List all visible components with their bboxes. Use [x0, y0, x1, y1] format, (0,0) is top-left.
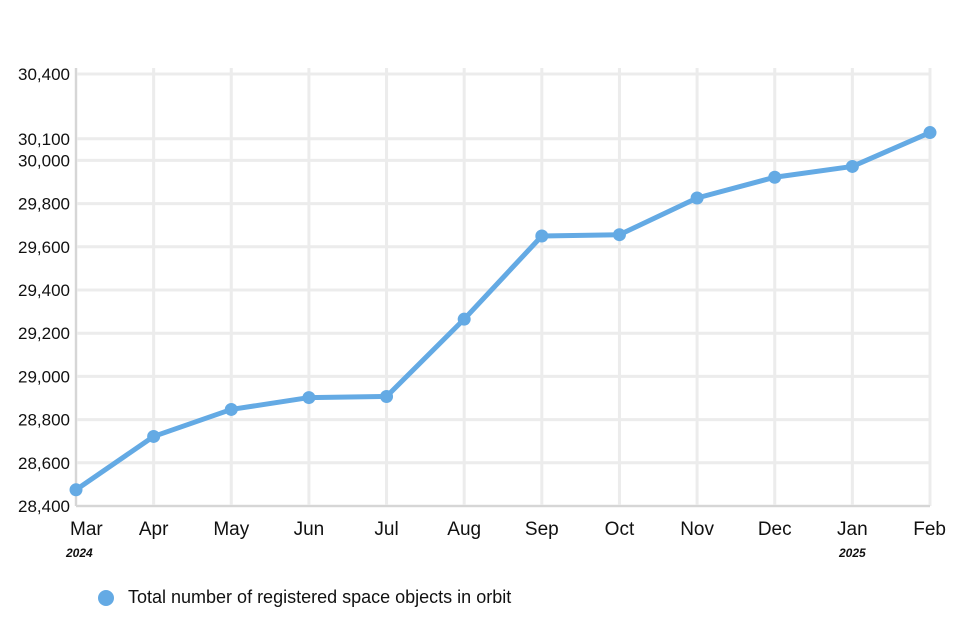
grid-layer	[74, 68, 932, 508]
x-tick-label: Sep	[525, 519, 559, 540]
data-point	[302, 391, 316, 405]
series-line	[73, 130, 933, 493]
y-tick-label: 29,600	[18, 238, 70, 257]
data-point	[768, 170, 782, 184]
legend-swatch-icon	[98, 589, 114, 606]
x-tick-label: Jun	[294, 519, 325, 540]
x-tick-label: Oct	[605, 519, 635, 540]
legend: Total number of registered space objects…	[98, 587, 511, 608]
data-point	[457, 312, 471, 326]
x-year-label: 2024	[65, 546, 93, 560]
x-tick-label: Aug	[447, 519, 481, 540]
x-tick-label: Jan	[837, 519, 868, 540]
data-point	[380, 389, 394, 403]
x-tick-label: Feb	[913, 519, 946, 540]
y-tick-label: 30,100	[18, 130, 70, 149]
y-tick-label: 30,000	[18, 151, 70, 170]
data-point	[69, 483, 83, 497]
y-tick-label: 29,200	[18, 324, 70, 343]
x-tick-label: Nov	[680, 519, 714, 540]
x-tick-label: Mar	[70, 519, 103, 540]
y-tick-label: 28,400	[18, 497, 70, 516]
y-tick-label: 28,600	[18, 454, 70, 473]
data-point	[690, 191, 704, 205]
x-tick-label: May	[213, 519, 249, 540]
y-tick-label: 29,800	[18, 195, 70, 214]
series-layer	[69, 126, 937, 497]
data-point	[923, 126, 937, 140]
legend-label: Total number of registered space objects…	[128, 587, 512, 607]
x-year-label: 2025	[838, 546, 866, 560]
data-point	[147, 429, 161, 443]
x-tick-label: Dec	[758, 519, 792, 540]
data-point	[224, 402, 238, 416]
axis-layer	[75, 68, 930, 507]
y-tick-label: 30,400	[18, 65, 70, 84]
y-tick-label: 29,000	[18, 367, 70, 386]
data-point	[612, 228, 626, 242]
data-point	[845, 159, 859, 173]
y-tick-label: 28,800	[18, 411, 70, 430]
label-layer: 28,400 28,600 28,800 29,000 29,200 29,400 29,6…	[18, 65, 946, 560]
x-tick-label: Jul	[374, 519, 398, 540]
x-tick-label: Apr	[139, 519, 169, 540]
y-tick-label: 29,400	[18, 281, 70, 300]
data-point	[535, 229, 549, 243]
